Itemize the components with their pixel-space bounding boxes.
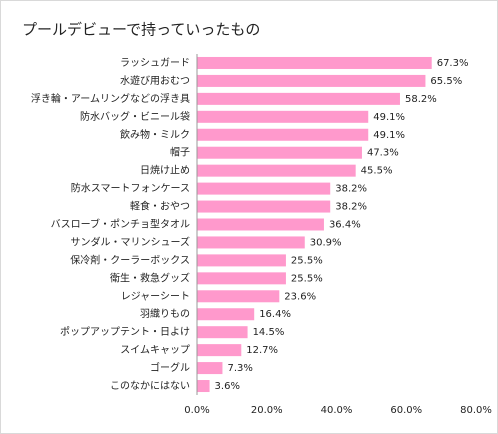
bar <box>197 164 356 177</box>
y-tick-label: 浮き輪・アームリングなどの浮き具 <box>31 92 190 105</box>
bar <box>197 254 286 267</box>
y-tick-label: 羽織りもの <box>140 307 190 320</box>
value-label: 12.7% <box>246 345 278 356</box>
bar <box>197 92 400 105</box>
bar <box>197 308 255 321</box>
bar <box>197 56 432 69</box>
y-tick-label: 日焼け止め <box>140 165 190 177</box>
bar <box>197 290 280 303</box>
value-label: 7.3% <box>227 363 252 374</box>
bar <box>197 146 362 159</box>
bar <box>197 380 210 393</box>
value-label: 23.6% <box>284 291 316 302</box>
y-tick-label: 帽子 <box>170 146 190 159</box>
value-label: 38.2% <box>335 202 367 213</box>
y-tick-label: ラッシュガード <box>120 57 190 69</box>
x-tick-label: 60.0% <box>390 405 422 416</box>
bar <box>197 128 369 141</box>
value-label: 25.5% <box>291 255 323 266</box>
value-label: 49.1% <box>373 130 405 141</box>
value-label: 30.9% <box>310 237 342 248</box>
y-tick-label: サンダル・マリンシューズ <box>71 235 191 248</box>
bar <box>197 182 331 195</box>
value-label: 36.4% <box>329 220 361 231</box>
x-tick-label: 80.0% <box>460 405 492 416</box>
value-label: 38.2% <box>335 184 367 195</box>
value-label: 14.5% <box>253 327 285 338</box>
value-label: 49.1% <box>373 112 405 123</box>
y-tick-label: ポップアップテント・日よけ <box>60 326 190 338</box>
y-tick-label: 保冷剤・クーラーボックス <box>70 253 190 266</box>
value-label: 58.2% <box>405 94 437 105</box>
y-tick-label: 水遊び用おむつ <box>120 74 190 87</box>
y-tick-label: ゴーグル <box>150 361 190 374</box>
y-tick-label: レジャーシート <box>121 291 190 302</box>
x-tick-label: 20.0% <box>251 405 283 416</box>
y-tick-label: 防水バッグ・ビニール袋 <box>80 110 190 123</box>
value-label: 65.5% <box>430 76 462 87</box>
bar <box>197 74 426 87</box>
value-label: 25.5% <box>291 273 323 284</box>
value-label: 16.4% <box>259 309 291 320</box>
bar <box>197 344 242 357</box>
x-tick-label: 0.0% <box>184 405 209 416</box>
y-tick-label: 防水スマートフォンケース <box>71 182 190 195</box>
bar <box>197 236 305 249</box>
bar <box>197 218 324 231</box>
y-tick-label: 衛生・救急グッズ <box>110 271 190 284</box>
y-tick-label: スイムキャップ <box>120 344 190 356</box>
chart-title: プールデビューで持っていったもの <box>22 21 260 39</box>
bar <box>197 272 286 285</box>
x-tick-label: 40.0% <box>321 405 353 416</box>
y-tick-label: バスローブ・ポンチョ型タオル <box>51 218 190 231</box>
bar <box>197 362 223 375</box>
y-tick-label: このなかにはない <box>110 380 190 392</box>
bar <box>197 326 248 339</box>
y-tick-label: 軽食・おやつ <box>130 200 190 213</box>
value-label: 47.3% <box>367 148 399 159</box>
value-label: 3.6% <box>215 381 240 392</box>
value-label: 45.5% <box>361 166 393 177</box>
bar <box>197 110 369 123</box>
y-tick-label: 飲み物・ミルク <box>120 128 190 141</box>
bar <box>197 200 331 213</box>
value-label: 67.3% <box>437 58 469 69</box>
